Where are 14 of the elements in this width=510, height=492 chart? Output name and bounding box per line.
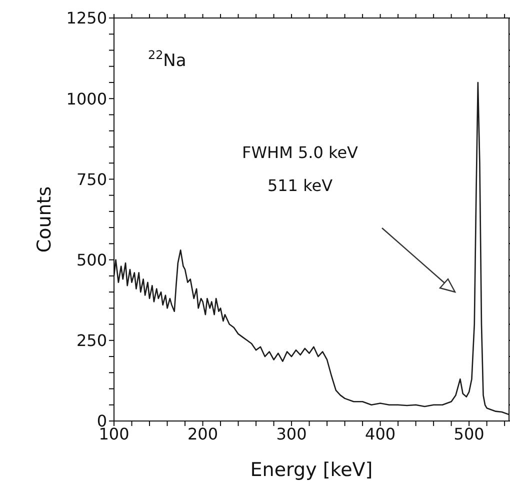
y-tick-label: 750 (76, 170, 107, 189)
x-axis-title: Energy [keV] (250, 459, 373, 481)
x-tick-label: 300 (276, 424, 307, 444)
annotation: $^{22}$Na (148, 48, 186, 71)
x-tick-label: 200 (187, 424, 218, 444)
x-tick-label: 400 (365, 424, 396, 444)
y-tick-label: 250 (76, 331, 107, 350)
annotation: 511 keV (267, 176, 333, 195)
y-tick-label: 500 (76, 250, 107, 270)
annotation: FWHM 5.0 keV (242, 143, 358, 162)
x-tick-label: 500 (454, 424, 484, 444)
y-tick-label: 1250 (66, 8, 107, 28)
y-tick-label: 1000 (66, 89, 107, 108)
y-axis-title: Counts (34, 186, 56, 253)
